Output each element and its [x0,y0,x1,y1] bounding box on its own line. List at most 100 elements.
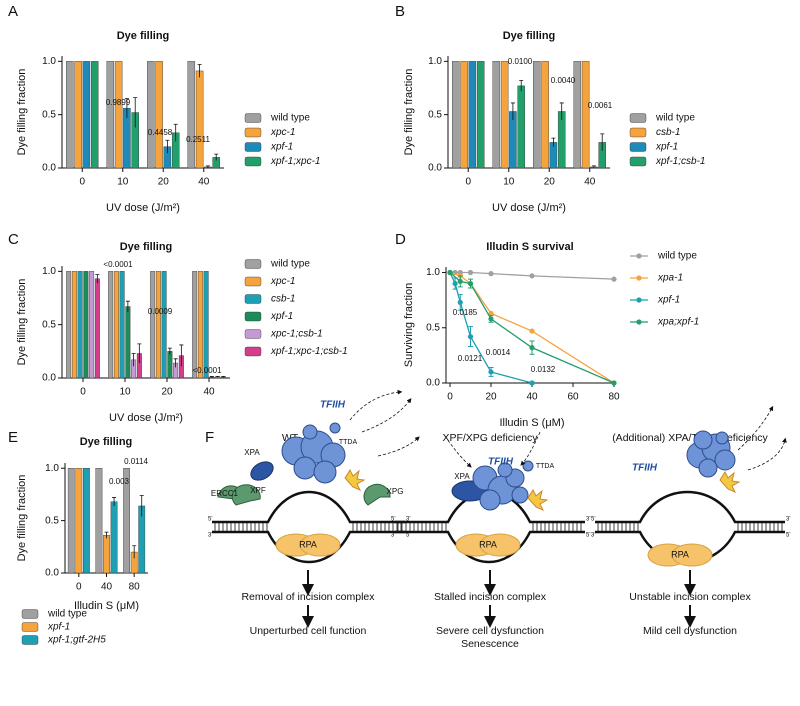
x-tick-label: 60 [567,392,579,403]
panel-label: E [8,429,18,446]
dashed-arrow [349,389,403,421]
bar [67,468,75,574]
bar [66,271,72,379]
point [452,280,458,287]
legend-marker [636,319,642,325]
strand-end: 5' [406,533,410,539]
error-bar [215,376,220,378]
y-axis-label: Dye filling fraction [16,69,28,156]
bar [123,468,130,574]
error-bar [165,139,170,154]
error-bar [95,274,100,284]
annotation: 0.2511 [186,135,210,144]
x-tick-label: 10 [117,177,129,188]
outcome-label: Unperturbed cell function [250,625,367,637]
legend-swatch [244,127,262,138]
bar [119,271,125,379]
bar [83,468,90,574]
x-tick-label: 40 [101,582,113,593]
protein [698,458,718,478]
chart-title: Dye filling [80,436,133,448]
x-tick-label: 10 [119,387,131,398]
x-tick-label: 80 [608,392,620,403]
bar [83,271,89,379]
column-title: (Additional) XPA/TTDA deficiency [612,432,768,444]
y-axis-label: Dye filling fraction [16,279,28,366]
error-bar [139,495,144,517]
point [488,316,494,322]
annotation: <0.0001 [192,366,222,375]
protein-label: TTDA [339,439,358,446]
legend-label: xpf-1 [270,142,293,153]
bar [74,61,82,169]
legend-label: xpc-1 [270,127,295,138]
annotation: 0.4458 [148,128,173,137]
bar [161,271,167,379]
rpa-label: RPA [299,539,317,549]
lesion [527,488,549,511]
legend-label: wild type [270,113,310,124]
strand-end: 5' [586,533,590,539]
outcome-label: Mild cell dysfunction [643,625,737,637]
annotation: 0.003 [109,477,130,486]
lesion [719,470,741,493]
panel-label: D [395,231,406,248]
error-bar [131,353,136,367]
point [529,328,535,334]
x-axis-label: UV dose (J/m²) [492,202,566,214]
point [457,299,463,305]
x-tick-label: 40 [203,387,215,398]
error-bar [214,153,219,161]
strand-end: 5' [591,517,595,523]
bar [541,61,549,169]
point [457,278,463,284]
error-bar [173,123,178,142]
x-axis-label: Illudin S (μM) [499,417,564,429]
panel-label: C [8,231,19,248]
bar [110,501,118,574]
bar [192,271,198,379]
y-tick-label: 0.0 [426,378,440,389]
point [488,271,494,277]
protein [511,486,529,504]
error-bar [600,133,605,151]
strand-end: 5' [786,533,790,539]
error-bar [205,165,210,168]
bar [103,535,110,574]
error-bar [209,376,214,378]
annotation: 0.0121 [458,354,483,363]
legend-marker [636,275,642,281]
x-tick-label: 0 [79,177,85,188]
lesion [344,468,366,491]
rpa [299,533,341,557]
x-tick-label: 80 [129,582,141,593]
protein-label: TTDA [536,463,555,470]
legend-label: xpc-1 [270,276,295,287]
point [529,380,535,386]
error-bar [519,80,524,92]
legend-swatch [244,346,262,357]
legend-label: xpc-1;csb-1 [270,329,323,340]
bar [125,306,131,379]
point [467,269,474,276]
legend-swatch [244,311,262,322]
bar [167,351,173,379]
protein [302,424,318,440]
rpa-label: RPA [671,549,689,559]
legend-label: xpa;xpf-1 [657,317,699,328]
chart-title: Dye filling [120,241,173,253]
error-bar [197,64,202,78]
error-bar [137,343,142,364]
legend-marker [636,297,642,303]
rpa-label: RPA [479,539,497,549]
legend-marker [636,253,642,259]
outcome-label: Severe cell dysfunction [436,625,544,637]
strand-end: 3' [786,517,790,523]
column-title: XPF/XPG deficiency [442,432,538,444]
point [529,273,535,279]
bar [581,61,590,169]
dna-strand [395,530,585,564]
bar [113,271,119,379]
legend-label: xpf-1;xpc-1;csb-1 [270,346,348,357]
